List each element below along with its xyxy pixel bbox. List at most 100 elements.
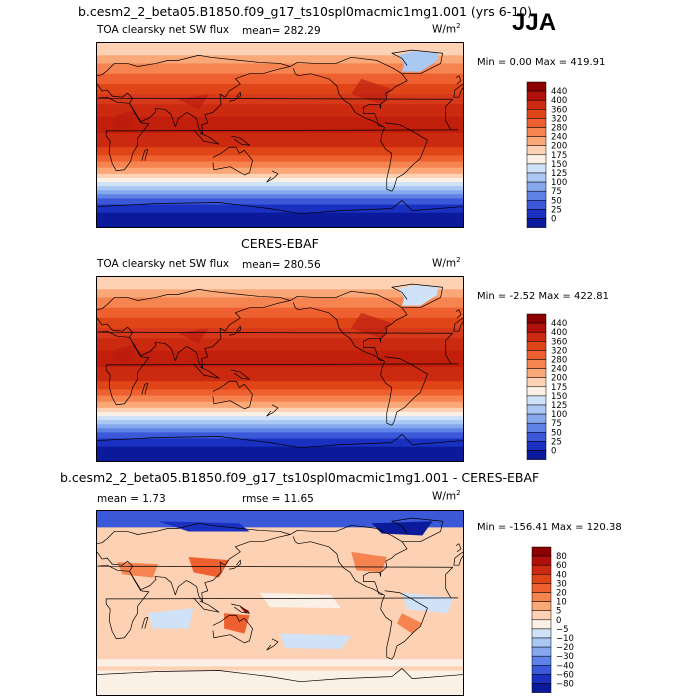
- coastline: [141, 382, 149, 395]
- flux-band: [97, 173, 463, 179]
- coastline: [97, 288, 291, 369]
- panel-1-mean: mean= 282.29: [242, 25, 321, 37]
- colorbar-swatch: [526, 81, 547, 92]
- panel-3-minmax: Min = -156.41 Max = 120.38: [477, 522, 622, 533]
- coastline: [212, 146, 253, 176]
- colorbar-swatch: [526, 118, 547, 128]
- colorbar-swatch: [526, 190, 547, 201]
- colorbar-swatch: [526, 181, 547, 192]
- colorbar-swatch: [531, 583, 552, 593]
- colorbar-swatch: [531, 619, 552, 630]
- diff-region: [280, 633, 352, 649]
- panel-3-colorbar: 80 60 40 30 20 10 5 0 −5 −10 −20 −30 −40 −60 −80: [531, 546, 592, 693]
- colorbar-label: 60: [556, 561, 567, 571]
- panel-3-min: Min = -156.41: [477, 522, 549, 533]
- panel-2-title: CERES-EBAF: [241, 236, 319, 251]
- colorbar-label: 125: [551, 169, 567, 179]
- colorbar-swatch: [526, 209, 547, 219]
- panel-2-mean: mean= 280.56: [242, 259, 321, 271]
- flux-band: [97, 94, 463, 105]
- colorbar-label: 360: [551, 337, 567, 347]
- coastline: [229, 91, 241, 102]
- coastline: [97, 96, 459, 172]
- diff-region: [147, 608, 194, 629]
- diff-region: [224, 613, 250, 634]
- panel-2-min: Min = -2.52: [477, 291, 536, 302]
- colorbar-swatch: [526, 313, 547, 324]
- coastline: [229, 559, 241, 570]
- flux-band: [97, 381, 463, 390]
- coastline: [455, 543, 462, 553]
- land-anomaly: [178, 94, 209, 110]
- colorbar-label: −20: [556, 643, 574, 653]
- flux-band: [97, 132, 463, 148]
- coastline: [289, 524, 408, 596]
- colorbar-label: 400: [551, 328, 567, 338]
- flux-band: [97, 43, 463, 56]
- colorbar-swatch: [531, 637, 552, 648]
- coastline: [289, 56, 408, 128]
- flux-band: [97, 432, 463, 440]
- colorbar-swatch: [526, 331, 547, 342]
- panel-2-minmax: Min = -2.52 Max = 422.81: [477, 291, 609, 302]
- colorbar-swatch: [526, 109, 547, 119]
- colorbar-label: 240: [551, 133, 567, 143]
- colorbar-label: 0: [556, 616, 561, 626]
- coastline: [97, 434, 463, 449]
- flux-band: [97, 83, 463, 95]
- colorbar-swatch: [526, 172, 547, 183]
- flux-band: [97, 198, 463, 206]
- diff-region: [396, 613, 423, 634]
- coastline: [97, 200, 463, 215]
- coastline: [97, 54, 291, 135]
- coastline: [266, 170, 279, 183]
- colorbar-label: 100: [551, 178, 567, 188]
- panel-1-min: Min = 0.00: [477, 57, 532, 68]
- panel-3-title: b.cesm2_2_beta05.B1850.f09_g17_ts10spl0m…: [60, 470, 540, 485]
- colorbar-swatch: [531, 592, 552, 602]
- colorbar-label: 240: [551, 365, 567, 375]
- colorbar-label: −5: [556, 625, 569, 635]
- colorbar-label: 20: [556, 589, 567, 599]
- colorbar-swatch: [531, 564, 552, 575]
- colorbar-label: 200: [551, 374, 567, 384]
- flux-band: [97, 161, 463, 169]
- flux-band: [97, 116, 463, 134]
- flux-band: [97, 190, 463, 195]
- colorbar-label: 30: [556, 579, 567, 589]
- colorbar-label: 75: [551, 419, 562, 429]
- panel-3-map-field: [97, 511, 463, 695]
- coastline: [391, 49, 444, 75]
- colorbar-label: 80: [556, 552, 567, 562]
- flux-band: [97, 416, 463, 421]
- flux-band: [97, 446, 463, 461]
- colorbar-label: 150: [551, 160, 567, 170]
- coastline: [97, 668, 463, 683]
- colorbar-label: 400: [551, 96, 567, 106]
- flux-band: [97, 194, 463, 199]
- colorbar-label: 320: [551, 346, 567, 356]
- coastline: [97, 564, 459, 640]
- land-anomaly: [178, 328, 209, 344]
- colorbar-label: 50: [551, 428, 562, 438]
- coastline: [455, 75, 462, 85]
- flux-band: [97, 177, 463, 183]
- flux-band: [97, 395, 463, 403]
- flux-band: [97, 155, 463, 163]
- flux-band: [97, 289, 463, 298]
- flux-band: [97, 167, 463, 175]
- panel-1-colorbar: 440 400 360 320 280 240 200 175 150 125 100 75 50 25 0: [526, 81, 587, 228]
- flux-band: [97, 350, 463, 368]
- panel-2-colorbar: 440 400 360 320 280 240 200 175 150 125 100 75 50 25 0: [526, 313, 587, 460]
- land-anomaly: [351, 78, 392, 105]
- diff-region: [259, 592, 341, 609]
- colorbar-label: −60: [556, 670, 574, 680]
- colorbar-label: 200: [551, 142, 567, 152]
- panel-3-max: Max = 120.38: [551, 522, 622, 533]
- colorbar-swatch: [531, 601, 552, 611]
- colorbar-label: 125: [551, 401, 567, 411]
- flux-band: [97, 328, 463, 339]
- colorbar-label: 440: [551, 87, 567, 97]
- colorbar-label: 440: [551, 319, 567, 329]
- colorbar-swatch: [526, 395, 547, 406]
